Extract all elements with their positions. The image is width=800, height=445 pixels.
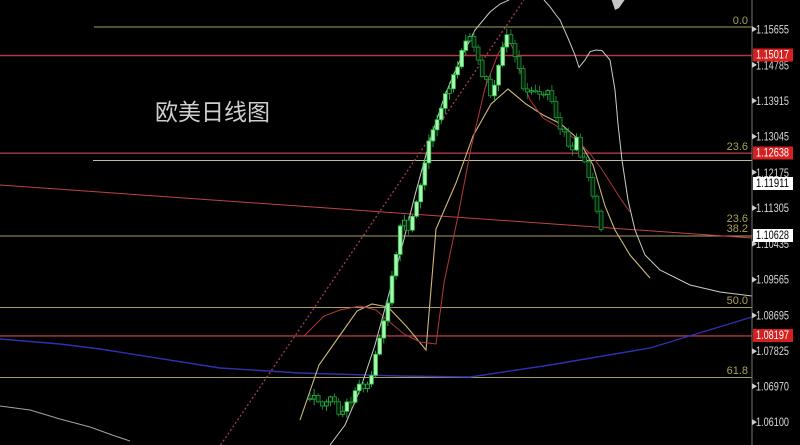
- svg-text:1.15017: 1.15017: [756, 48, 789, 62]
- svg-text:欧美日线图: 欧美日线图: [155, 99, 270, 125]
- svg-text:1.06100: 1.06100: [756, 415, 789, 429]
- svg-text:0.0: 0.0: [733, 15, 748, 27]
- svg-text:1.06970: 1.06970: [756, 380, 789, 394]
- svg-text:23.6: 23.6: [727, 141, 748, 153]
- svg-text:1.12638: 1.12638: [756, 146, 789, 160]
- svg-text:1.07825: 1.07825: [756, 344, 789, 358]
- svg-text:1.11305: 1.11305: [756, 201, 789, 215]
- svg-text:1.10628: 1.10628: [756, 228, 789, 242]
- svg-text:1.09565: 1.09565: [756, 273, 789, 287]
- svg-text:1.08197: 1.08197: [756, 328, 789, 342]
- svg-text:61.8: 61.8: [727, 365, 748, 377]
- svg-text:38.2: 38.2: [727, 223, 748, 235]
- svg-text:1.08695: 1.08695: [756, 309, 789, 323]
- svg-text:1.15655: 1.15655: [756, 23, 789, 37]
- svg-text:1.11911: 1.11911: [756, 176, 789, 190]
- svg-text:1.13045: 1.13045: [756, 130, 789, 144]
- svg-text:1.13915: 1.13915: [756, 94, 789, 108]
- svg-text:50.0: 50.0: [727, 295, 748, 307]
